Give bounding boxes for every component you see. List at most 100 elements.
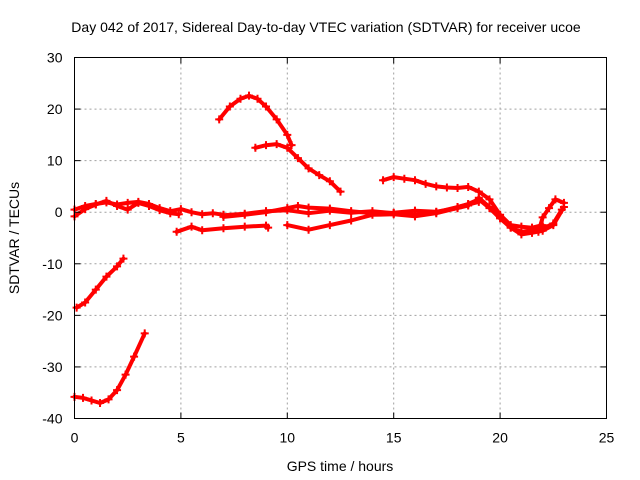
- data-point: [442, 183, 451, 192]
- data-point: [304, 225, 313, 234]
- data-point: [113, 202, 122, 211]
- data-point: [347, 207, 356, 216]
- data-point: [262, 102, 271, 111]
- data-point: [485, 203, 494, 212]
- series-line-arc-09: [381, 175, 545, 230]
- data-point: [379, 176, 388, 185]
- data-point: [72, 303, 81, 312]
- data-point: [304, 164, 313, 173]
- axis-ticks: [74, 57, 607, 419]
- data-point: [134, 198, 143, 207]
- data-point: [325, 221, 334, 230]
- data-point: [272, 140, 281, 149]
- data-point: [174, 210, 183, 219]
- data-point: [368, 210, 377, 219]
- data-point: [208, 209, 217, 218]
- data-point: [91, 285, 100, 294]
- x-axis-label: GPS time / hours: [287, 458, 394, 474]
- data-point: [453, 203, 462, 212]
- data-point: [240, 210, 249, 219]
- series-points-arc-13: [72, 254, 128, 312]
- x-tick-label: 15: [386, 430, 402, 446]
- data-point: [81, 298, 90, 307]
- data-point: [545, 204, 554, 213]
- data-point: [559, 198, 568, 207]
- data-point: [225, 102, 234, 111]
- y-tick-label: -40: [42, 411, 62, 427]
- data-point: [283, 130, 292, 139]
- y-tick-label: -20: [42, 307, 62, 323]
- data-point: [506, 223, 515, 232]
- data-point: [283, 143, 292, 152]
- data-point: [293, 202, 302, 211]
- data-point: [325, 177, 334, 186]
- data-point: [283, 204, 292, 213]
- data-point: [236, 94, 245, 103]
- data-point: [551, 195, 560, 204]
- data-point: [144, 202, 153, 211]
- x-tick-label: 10: [280, 430, 296, 446]
- x-tick-labels: 0 5 10 15 20 25: [71, 430, 615, 446]
- data-point: [130, 352, 139, 361]
- y-tick-label: 0: [55, 204, 63, 220]
- y-tick-label: 10: [47, 153, 63, 169]
- data-point: [287, 141, 296, 150]
- data-point: [304, 203, 313, 212]
- y-tick-labels: -40 -30 -20 -10 0 10 20 30: [42, 50, 62, 427]
- data-point: [104, 395, 113, 404]
- data-point: [215, 115, 224, 124]
- x-tick-label: 25: [599, 430, 615, 446]
- data-point: [172, 227, 181, 236]
- data-point: [91, 200, 100, 209]
- x-tick-label: 0: [71, 430, 79, 446]
- data-point: [140, 329, 149, 338]
- data-point: [253, 94, 262, 103]
- data-point: [155, 206, 164, 215]
- data-point: [432, 182, 441, 191]
- data-point: [123, 205, 132, 214]
- data-point: [400, 174, 409, 183]
- data-point: [176, 205, 185, 214]
- y-tick-label: -30: [42, 359, 62, 375]
- data-point: [389, 210, 398, 219]
- data-point: [325, 204, 334, 213]
- data-point: [464, 182, 473, 191]
- data-series: [70, 91, 568, 408]
- series-points-arc-05: [172, 221, 273, 236]
- data-point: [528, 228, 537, 237]
- data-point: [389, 173, 398, 182]
- data-point: [410, 212, 419, 221]
- series-points-arc-06: [283, 204, 462, 234]
- data-point: [474, 193, 483, 202]
- data-point: [244, 91, 253, 100]
- data-point: [534, 227, 543, 236]
- data-point: [198, 226, 207, 235]
- data-point: [485, 195, 494, 204]
- data-point: [251, 143, 260, 152]
- series-points-arc-11: [474, 193, 568, 239]
- y-tick-label: 30: [47, 50, 63, 66]
- data-point: [464, 199, 473, 208]
- data-point: [347, 216, 356, 225]
- data-point: [421, 179, 430, 188]
- data-point: [119, 254, 128, 263]
- data-point: [336, 187, 345, 196]
- data-point: [410, 176, 419, 185]
- data-point: [198, 210, 207, 219]
- data-point: [219, 224, 228, 233]
- data-point: [315, 171, 324, 180]
- data-point: [262, 141, 271, 150]
- data-point: [102, 272, 111, 281]
- data-point: [102, 196, 111, 205]
- data-point: [264, 223, 273, 232]
- data-point: [113, 386, 122, 395]
- data-point: [81, 205, 90, 214]
- data-point: [123, 198, 132, 207]
- y-tick-label: 20: [47, 101, 63, 117]
- data-point: [79, 393, 88, 402]
- data-point: [96, 399, 105, 408]
- data-point: [187, 208, 196, 217]
- series-points-arc-14: [70, 329, 149, 408]
- data-point: [496, 213, 505, 222]
